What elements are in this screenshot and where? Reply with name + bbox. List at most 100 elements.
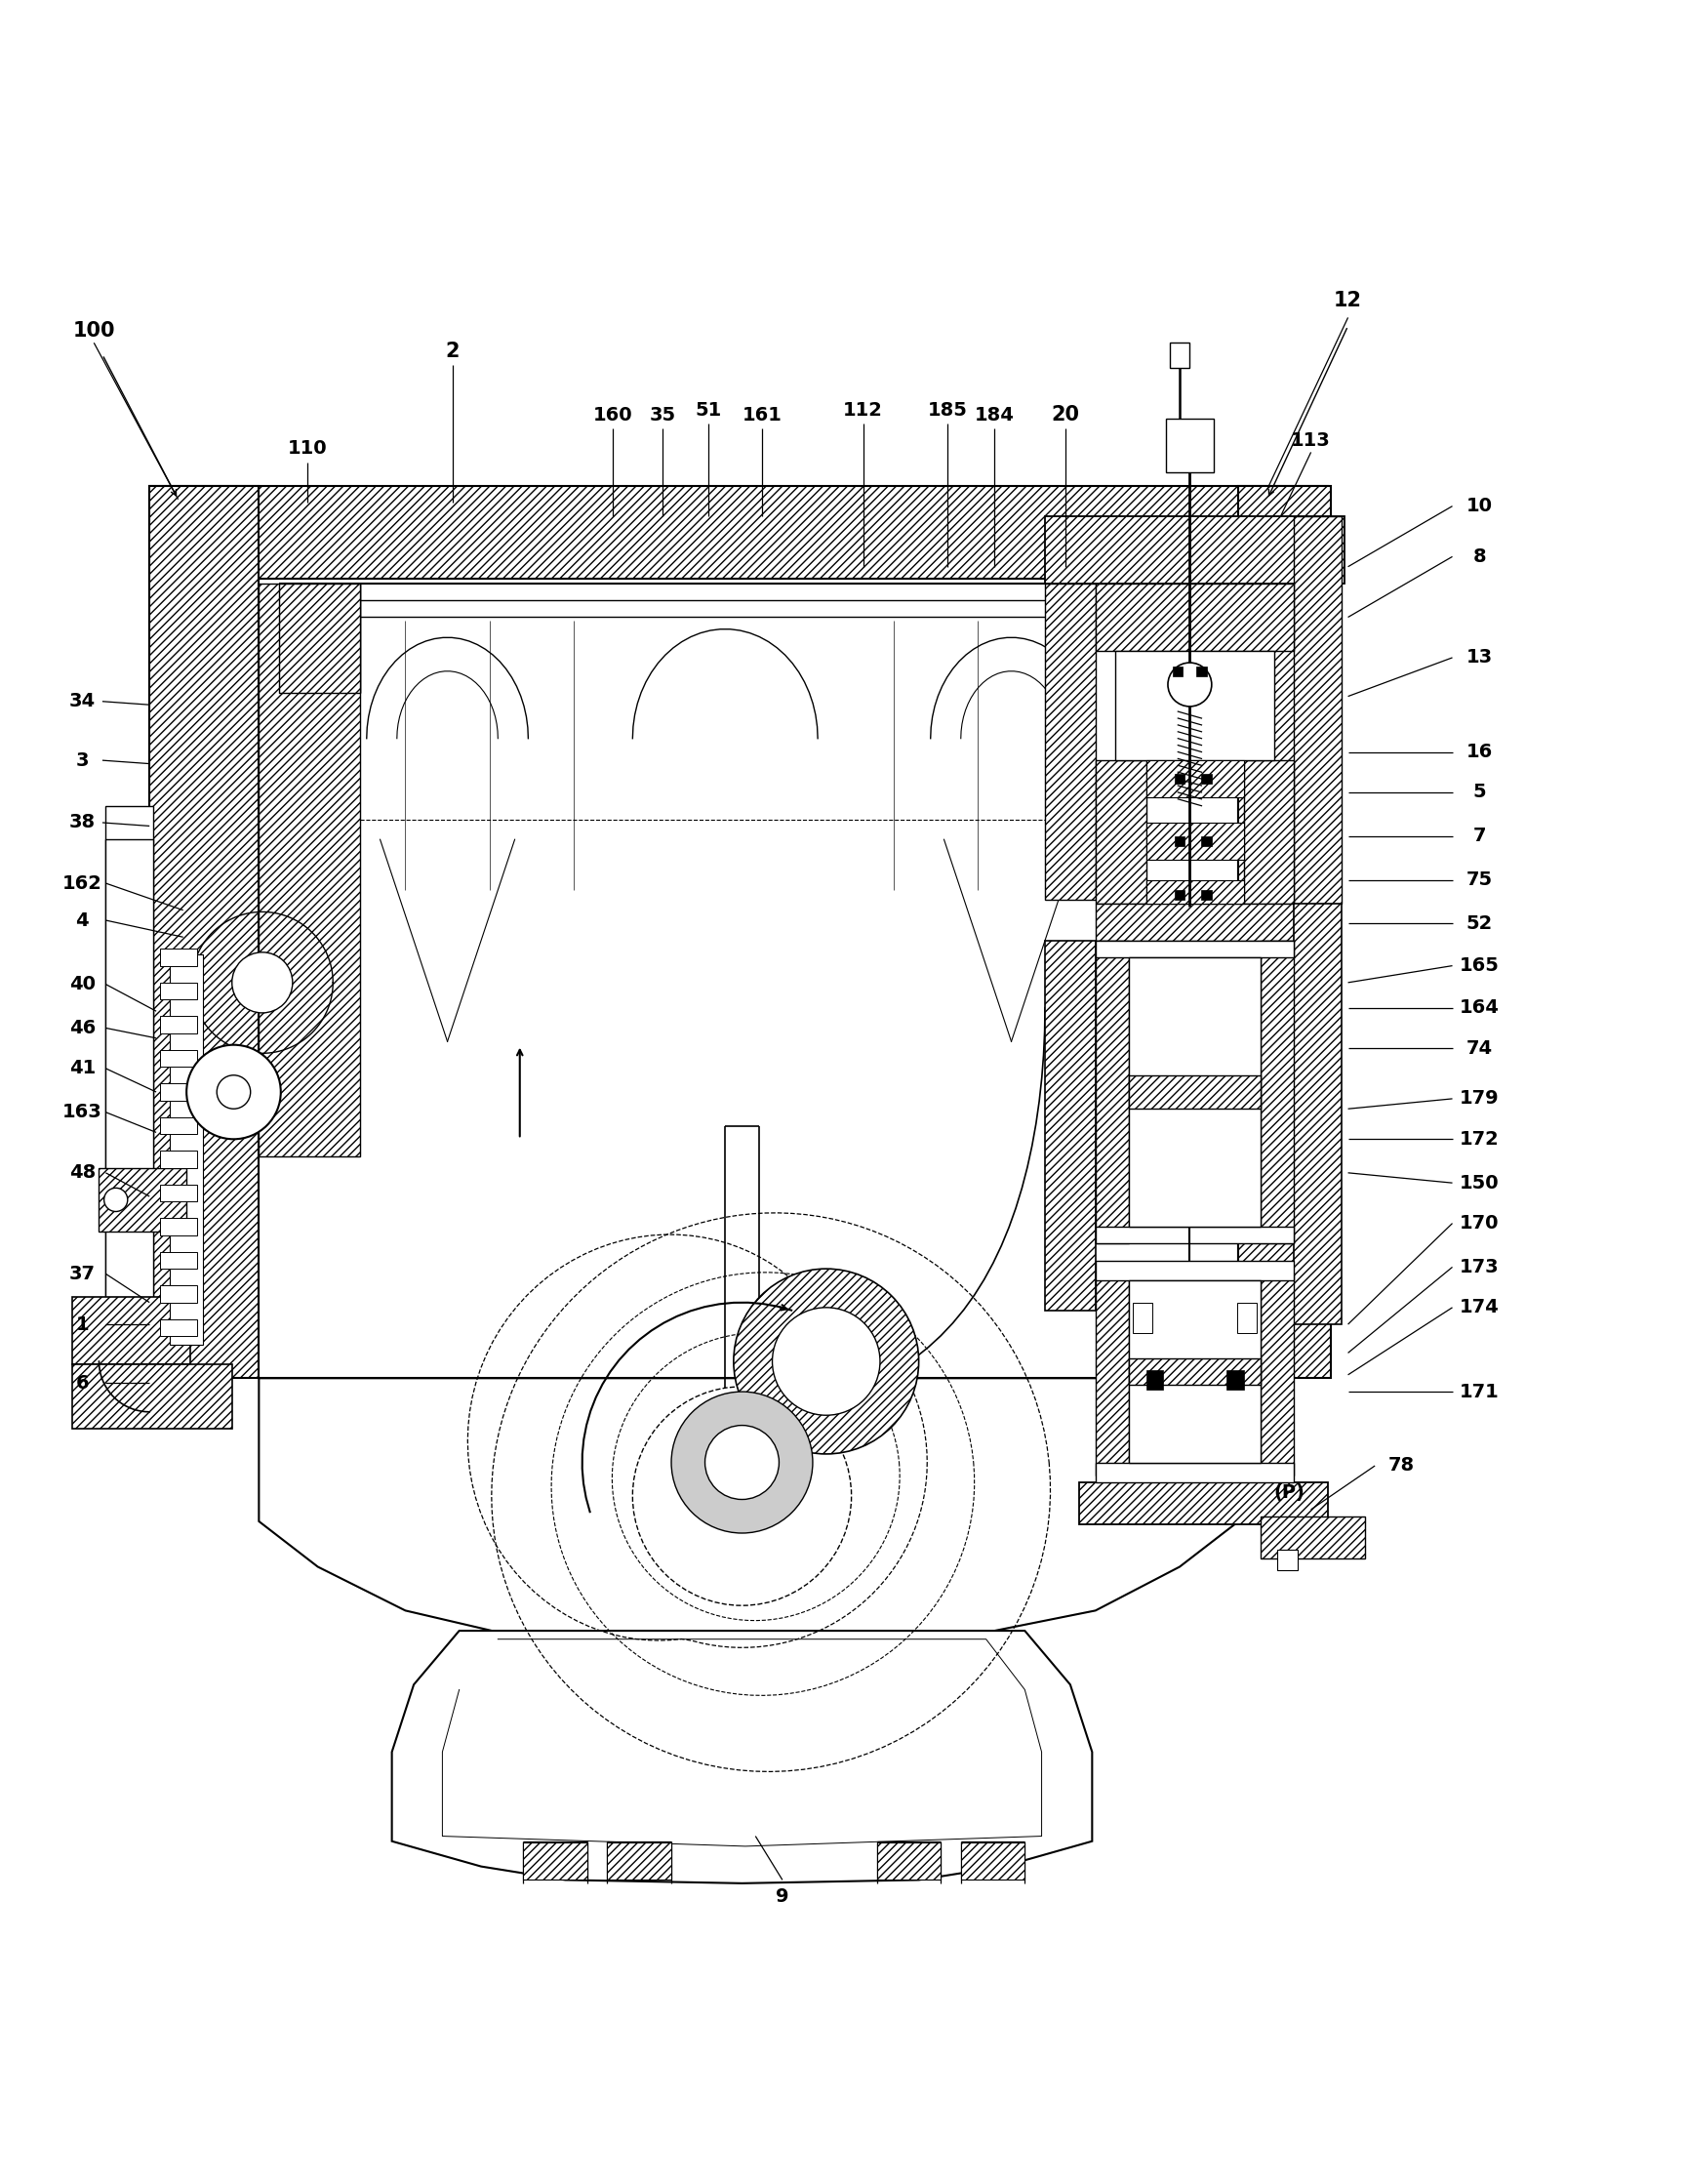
Bar: [160, 1219, 197, 1236]
Bar: [160, 1151, 197, 1168]
Polygon shape: [260, 1378, 1239, 1645]
Circle shape: [671, 1391, 813, 1533]
Bar: [260, 579, 1239, 1378]
Text: 112: 112: [843, 402, 883, 419]
Text: 174: 174: [1460, 1297, 1499, 1317]
Bar: [1146, 880, 1244, 904]
Circle shape: [705, 1426, 779, 1500]
Text: (P): (P): [1273, 1483, 1305, 1503]
Text: 165: 165: [1460, 957, 1499, 974]
Bar: [160, 1118, 197, 1133]
Circle shape: [217, 1075, 251, 1109]
Bar: [1045, 583, 1096, 900]
Text: 74: 74: [1467, 1040, 1492, 1057]
Circle shape: [772, 1308, 880, 1415]
Bar: [160, 1016, 197, 1033]
Text: 37: 37: [69, 1265, 96, 1282]
Bar: [1130, 1358, 1261, 1385]
Bar: [1096, 1260, 1295, 1280]
Bar: [1202, 773, 1212, 784]
Bar: [1133, 1302, 1153, 1332]
Bar: [1175, 889, 1185, 900]
Polygon shape: [391, 1631, 1093, 1883]
Bar: [1096, 760, 1146, 904]
Circle shape: [187, 1044, 282, 1140]
Bar: [1202, 889, 1212, 900]
Bar: [1167, 419, 1214, 472]
Text: 160: 160: [592, 406, 632, 424]
Text: 172: 172: [1460, 1129, 1499, 1149]
Text: 13: 13: [1467, 649, 1492, 666]
Text: 8: 8: [1472, 548, 1485, 566]
Bar: [523, 1843, 587, 1880]
Bar: [1130, 583, 1211, 692]
Bar: [1146, 760, 1244, 797]
Circle shape: [105, 1188, 128, 1212]
Text: 46: 46: [69, 1018, 96, 1037]
Text: 171: 171: [1460, 1382, 1499, 1400]
Text: 16: 16: [1467, 743, 1492, 762]
Bar: [160, 1083, 197, 1101]
Bar: [1045, 941, 1096, 1310]
Bar: [1244, 760, 1295, 904]
Circle shape: [1168, 662, 1212, 705]
Text: 164: 164: [1460, 998, 1499, 1018]
Bar: [1096, 583, 1295, 651]
Bar: [1202, 836, 1212, 845]
Bar: [160, 1319, 197, 1337]
Text: 184: 184: [975, 406, 1015, 424]
Bar: [1116, 651, 1275, 760]
Bar: [1173, 666, 1184, 677]
Text: 6: 6: [76, 1374, 89, 1393]
Text: 48: 48: [69, 1164, 96, 1182]
Bar: [1096, 1463, 1295, 1483]
Text: 173: 173: [1460, 1258, 1499, 1275]
Text: 110: 110: [288, 439, 327, 459]
Bar: [1096, 1273, 1130, 1476]
Text: 2: 2: [445, 341, 460, 360]
Bar: [1146, 823, 1244, 860]
Bar: [1238, 1302, 1258, 1332]
Bar: [1170, 343, 1190, 369]
Bar: [1175, 836, 1185, 845]
Bar: [1130, 1280, 1261, 1463]
Bar: [260, 583, 359, 1155]
Bar: [170, 954, 204, 1345]
Circle shape: [632, 1387, 851, 1605]
Text: 75: 75: [1467, 871, 1492, 889]
Bar: [1239, 485, 1332, 1378]
Text: 161: 161: [742, 406, 782, 424]
Bar: [1096, 904, 1295, 941]
Text: 7: 7: [1472, 828, 1485, 845]
Bar: [1175, 773, 1185, 784]
Bar: [72, 1297, 191, 1365]
Text: 12: 12: [1334, 290, 1362, 310]
Text: 38: 38: [69, 812, 96, 832]
Text: 35: 35: [649, 406, 676, 424]
Text: 52: 52: [1467, 915, 1492, 933]
Bar: [106, 806, 153, 1345]
Text: 40: 40: [69, 974, 96, 994]
Text: 20: 20: [1050, 406, 1079, 426]
Bar: [150, 485, 1329, 579]
Bar: [1096, 941, 1295, 957]
Bar: [607, 1843, 671, 1880]
Bar: [1295, 904, 1342, 1324]
Bar: [1295, 515, 1342, 904]
Bar: [160, 1051, 197, 1066]
Bar: [1227, 1369, 1244, 1389]
Text: 113: 113: [1291, 430, 1330, 450]
Bar: [160, 983, 197, 1000]
Bar: [1261, 941, 1295, 1243]
Bar: [1096, 1227, 1295, 1243]
Bar: [150, 485, 260, 1378]
Text: 162: 162: [62, 874, 103, 893]
Text: 3: 3: [76, 751, 89, 769]
Circle shape: [733, 1269, 919, 1455]
Text: 185: 185: [927, 402, 968, 419]
Text: 10: 10: [1467, 496, 1492, 515]
Bar: [1130, 1075, 1261, 1109]
Bar: [877, 1843, 941, 1880]
Bar: [160, 948, 197, 965]
Text: 1: 1: [76, 1315, 89, 1334]
